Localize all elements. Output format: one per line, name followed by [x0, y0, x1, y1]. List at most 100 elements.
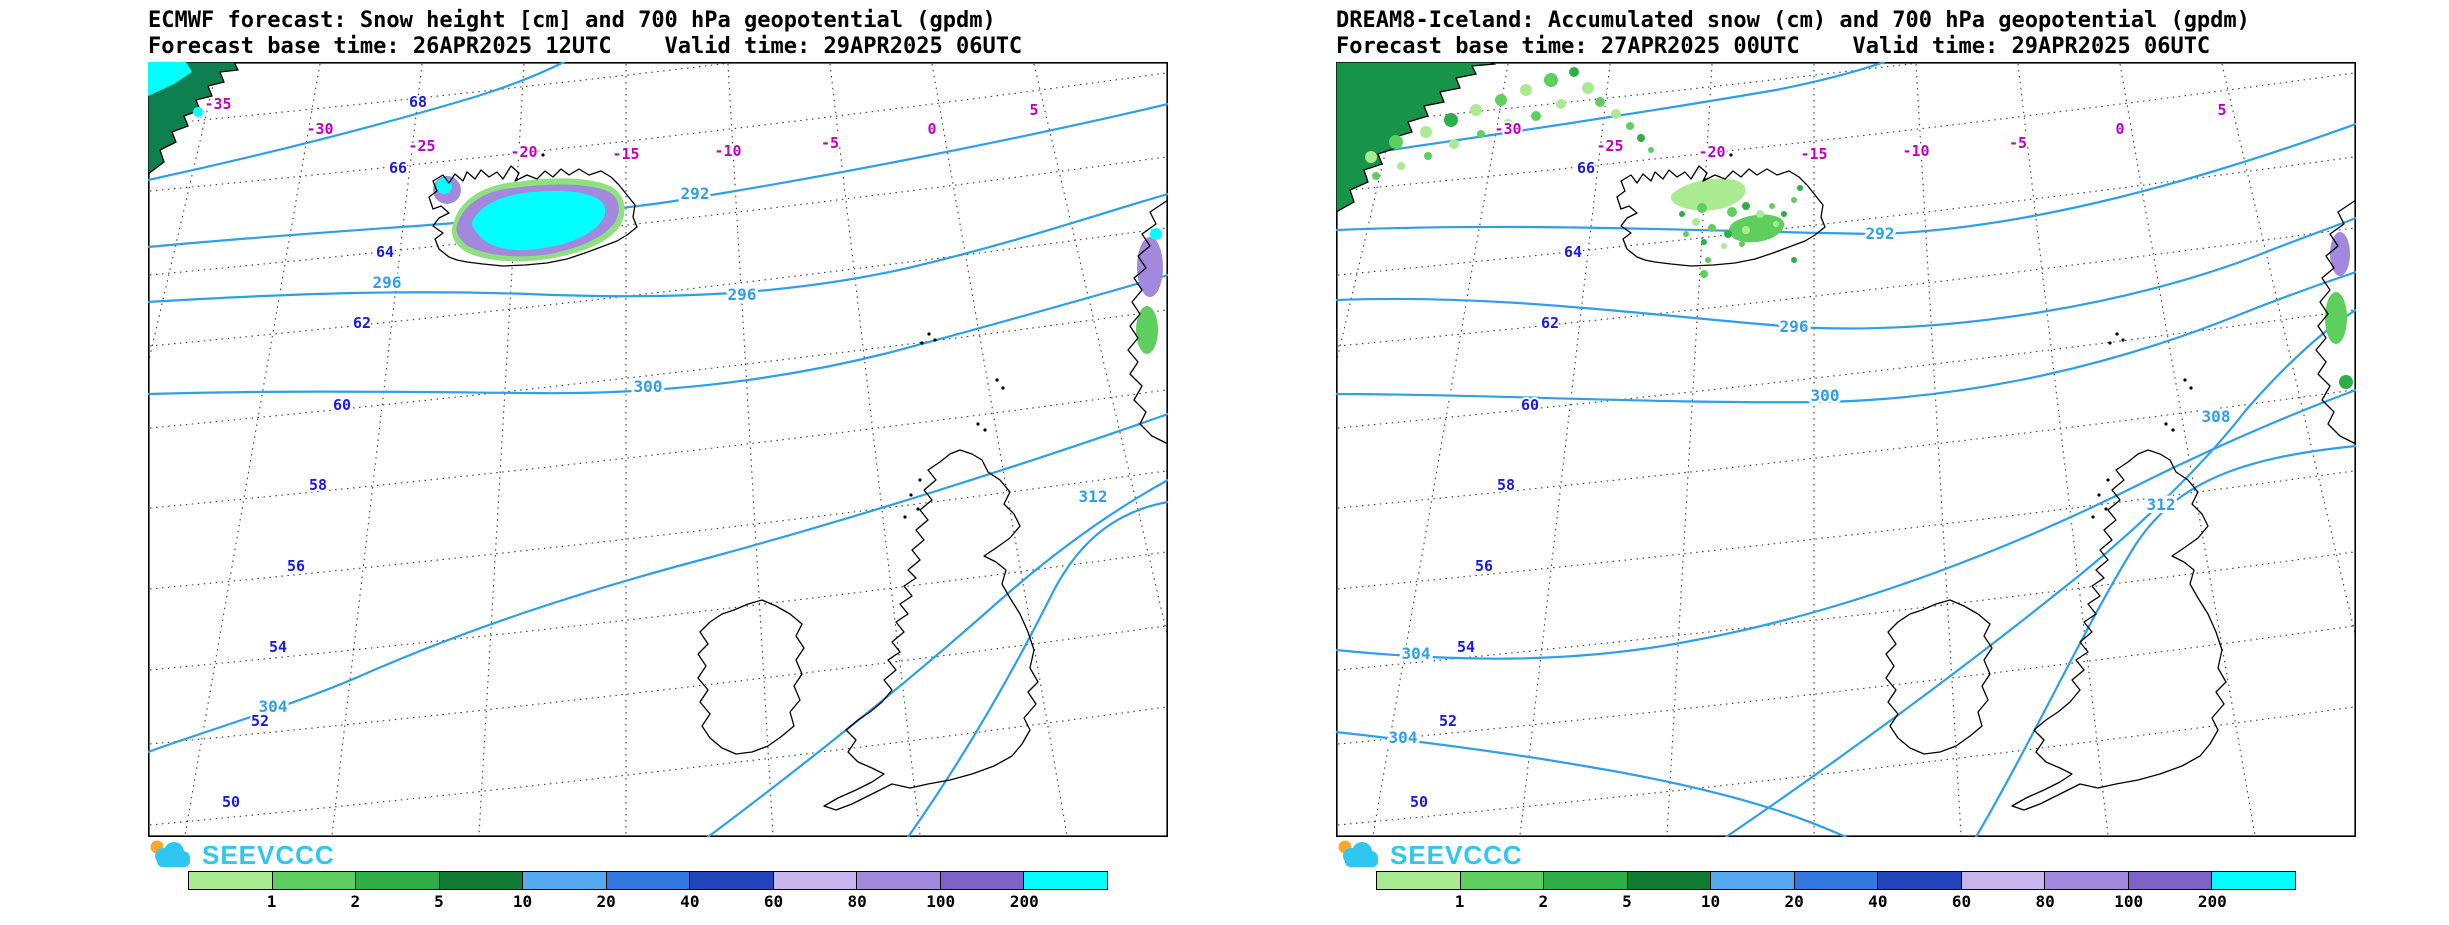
cloud-logo-icon	[1338, 840, 1378, 867]
colorbar-tick-label: 60	[763, 892, 784, 911]
svg-text:308: 308	[2202, 407, 2231, 426]
colorbar-segment	[1460, 872, 1545, 889]
svg-text:-15: -15	[612, 145, 639, 163]
panel-title: DREAM8-Iceland: Accumulated snow (cm) an…	[1336, 8, 2250, 33]
geopotential-contours	[1336, 62, 2356, 837]
colorbar-segment	[272, 872, 357, 889]
colorbar-tick-label: 80	[2035, 892, 2055, 911]
svg-text:56: 56	[1475, 557, 1493, 575]
colorbar-labels: 1 2 5 10 20 40 60 80 100 200	[188, 892, 1108, 916]
svg-text:58: 58	[1497, 476, 1515, 494]
colorbar-tick-label: 80	[847, 892, 867, 911]
svg-text:60: 60	[1521, 396, 1539, 414]
svg-text:296: 296	[373, 273, 402, 292]
svg-text:292: 292	[1866, 224, 1895, 243]
colorbar-scale	[1376, 871, 2296, 890]
colorbar-tick-label: 100	[926, 892, 956, 911]
colorbar-segment	[606, 872, 691, 889]
svg-text:54: 54	[269, 638, 287, 656]
coastlines	[1616, 153, 2356, 811]
colorbar-segment	[940, 872, 1025, 889]
colorbar-tick-label: 40	[1868, 892, 1888, 911]
colorbar-segment	[356, 872, 440, 889]
svg-text:-15: -15	[1800, 145, 1827, 163]
svg-text:304: 304	[1402, 644, 1431, 663]
svg-text:304: 304	[1389, 728, 1418, 747]
map-border	[1336, 62, 2356, 837]
svg-text:-20: -20	[1698, 143, 1725, 161]
colorbar-labels: 1 2 5 10 20 40 60 80 100 200	[1376, 892, 2296, 916]
logo-text: SEEVCCC	[1390, 839, 1523, 870]
colorbar-segment	[2212, 872, 2296, 889]
panel-footer: SEEVCCC 1 2 5 10 20 40 60 80 100 200	[148, 837, 1168, 923]
colorbar-tick-label: 1	[1454, 892, 1465, 911]
colorbar-tick-label: 40	[680, 892, 700, 911]
svg-text:0: 0	[927, 120, 936, 138]
svg-text:-35: -35	[204, 95, 231, 113]
svg-text:5: 5	[2217, 101, 2226, 119]
graticule	[1336, 62, 2356, 836]
latitude-labels: 66 64 62 60 58 56 54 52 50	[1408, 157, 1597, 813]
colorbar-segment	[1024, 872, 1108, 889]
colorbar-segment	[189, 872, 273, 889]
colorbar-segment	[1961, 872, 2046, 889]
svg-text:-5: -5	[2009, 134, 2027, 152]
svg-text:-30: -30	[306, 120, 333, 138]
svg-text:296: 296	[728, 285, 757, 304]
svg-text:312: 312	[1079, 487, 1108, 506]
svg-text:60: 60	[333, 396, 351, 414]
panel-header: ECMWF forecast: Snow height [cm] and 700…	[148, 8, 1258, 60]
colorbar-segment	[2045, 872, 2129, 889]
colorbar-tick-label: 200	[2197, 892, 2227, 911]
colorbar: 1 2 5 10 20 40 60 80 100 200	[188, 871, 1108, 916]
svg-text:52: 52	[251, 712, 269, 730]
svg-text:5: 5	[1029, 101, 1038, 119]
svg-text:292: 292	[681, 184, 710, 203]
seevccc-logo: SEEVCCC	[148, 839, 335, 871]
contour-labels: 292 296 296 300 304 312	[256, 181, 1111, 719]
svg-text:304: 304	[259, 697, 288, 716]
svg-text:300: 300	[1811, 386, 1840, 405]
svg-text:56: 56	[287, 557, 305, 575]
svg-text:-20: -20	[510, 143, 537, 161]
svg-text:66: 66	[1577, 159, 1595, 177]
colorbar-segment	[2128, 872, 2213, 889]
colorbar-segment	[439, 872, 524, 889]
contour-labels: 292 296 300 304 304 308 312	[1386, 221, 2234, 750]
panel-ecmwf: ECMWF forecast: Snow height [cm] and 700…	[148, 0, 1258, 923]
svg-text:68: 68	[409, 93, 427, 111]
colorbar-scale	[188, 871, 1108, 890]
svg-text:-25: -25	[1596, 137, 1623, 155]
colorbar-segment	[1711, 872, 1795, 889]
latitude-labels: 68 66 64 62 60 58 56 54 52 50	[220, 91, 429, 813]
panel-footer: SEEVCCC 1 2 5 10 20 40 60 80 100 200	[1336, 837, 2356, 923]
svg-text:-10: -10	[714, 142, 741, 160]
panel-dream8: DREAM8-Iceland: Accumulated snow (cm) an…	[1336, 0, 2446, 923]
svg-text:312: 312	[2147, 495, 2176, 514]
colorbar-segment	[1878, 872, 1962, 889]
snow-shading	[148, 62, 1163, 354]
colorbar-tick-label: 2	[1538, 892, 1549, 911]
colorbar-segment	[773, 872, 858, 889]
colorbar-segment	[1377, 872, 1461, 889]
graticule	[148, 62, 1168, 836]
longitude-labels: -30 -25 -20 -15 -10 -5 0 5	[1492, 99, 2228, 165]
colorbar-tick-label: 60	[1951, 892, 1972, 911]
colorbar-segment	[1544, 872, 1628, 889]
panel-title: ECMWF forecast: Snow height [cm] and 700…	[148, 8, 996, 33]
svg-text:50: 50	[1410, 793, 1428, 811]
svg-text:-25: -25	[408, 137, 435, 155]
panel-subtitle: Forecast base time: 26APR2025 12UTC Vali…	[148, 34, 1023, 59]
svg-text:50: 50	[222, 793, 240, 811]
seevccc-logo: SEEVCCC	[1336, 839, 1523, 871]
colorbar-segment	[1794, 872, 1879, 889]
logo-text: SEEVCCC	[202, 839, 335, 870]
svg-text:296: 296	[1780, 317, 1809, 336]
colorbar-tick-label: 200	[1009, 892, 1039, 911]
colorbar-tick-label: 2	[350, 892, 361, 911]
geopotential-contours	[148, 62, 1168, 837]
weather-map-dream8: -30 -25 -20 -15 -10 -5 0 5 66 64 62 60 58 56 54 52 50 292…	[1336, 62, 2356, 837]
colorbar-tick-label: 100	[2114, 892, 2144, 911]
svg-text:58: 58	[309, 476, 327, 494]
